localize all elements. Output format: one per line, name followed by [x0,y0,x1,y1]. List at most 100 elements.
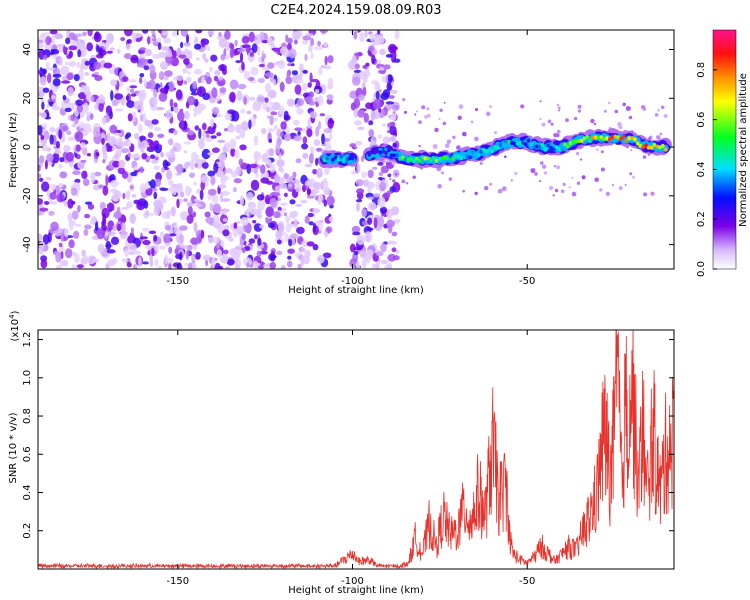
noise-speck [458,104,464,109]
ridge-mark [552,147,556,152]
noise-speck [267,222,276,229]
noise-speck [355,199,363,203]
noise-speck [351,55,357,65]
noise-speck [212,214,220,225]
noise-speck [38,233,43,242]
noise-speck [225,266,231,269]
noise-speck [38,164,41,172]
noise-speck [599,188,603,192]
noise-speck [218,64,227,72]
noise-speck [351,225,361,233]
noise-speck [539,117,542,121]
noise-speck [306,241,315,247]
noise-speck [59,157,65,163]
noise-speck [60,231,64,243]
noise-speck [608,101,611,104]
colorbar: 0.0 0.2 0.4 0.6 0.8 Normalized spectral ampl… [696,29,749,277]
noise-speck [659,132,663,136]
noise-speck [216,132,222,137]
noise-speck [643,192,648,197]
noise-speck [265,206,275,217]
noise-speck [270,111,278,116]
ridge-mark [417,159,422,163]
noise-speck [172,221,178,229]
ridge-mark [456,154,461,159]
colorbar-tick-label: 0.4 [696,161,707,177]
noise-speck [149,140,155,151]
ridge-mark [658,145,662,150]
noise-speck [229,79,239,90]
noise-speck [243,70,251,80]
ridge-mark [345,157,349,162]
noise-speck [80,257,88,265]
ridge-mark [504,139,509,144]
figure-title: C2E4.2024.159.08.09.R03 [270,3,441,18]
noise-speck [278,183,288,190]
colorbar-gradient [712,29,737,270]
noise-speck [46,73,52,84]
noise-speck [373,217,378,229]
noise-speck [361,208,368,218]
noise-speck [174,248,179,255]
noise-speck [44,201,50,205]
noise-speck [280,46,289,56]
noise-speck [600,150,604,154]
noise-speck [91,95,95,103]
noise-speck [131,111,137,120]
noise-speck [200,229,205,239]
noise-speck [195,200,200,204]
noise-speck [141,30,149,34]
noise-speck [414,113,417,116]
noise-speck [374,82,381,92]
noise-speck [261,66,270,71]
noise-speck [153,127,162,132]
noise-speck [163,37,172,44]
noise-speck [304,180,314,187]
noise-speck [133,32,142,39]
noise-speck [127,152,131,158]
ridge-mark [403,157,408,162]
noise-speck [220,53,226,61]
noise-speck [38,43,44,49]
noise-speck [289,100,296,105]
noise-speck [205,133,210,138]
noise-speck [175,89,183,100]
noise-speck [285,222,292,233]
noise-speck [55,141,61,149]
noise-speck [176,198,180,209]
noise-speck [272,192,281,197]
noise-speck [89,220,97,224]
noise-speck [148,79,156,90]
noise-speck [200,180,205,191]
noise-speck [216,249,223,258]
noise-speck [184,185,191,197]
noise-speck [387,74,393,84]
noise-speck [283,212,288,217]
noise-speck [235,60,241,64]
noise-speck [183,198,188,202]
noise-speck [121,217,125,223]
noise-speck [239,144,247,151]
noise-speck [161,30,169,36]
noise-speck [187,129,195,136]
noise-speck [222,229,230,237]
noise-speck [105,230,109,237]
noise-speck [168,246,173,254]
noise-speck [236,90,243,101]
noise-speck [159,231,165,238]
noise-speck [59,245,65,255]
noise-speck [501,186,507,192]
ridge-mark [515,141,520,146]
spectrogram-frame [37,29,675,270]
noise-speck [111,99,119,107]
noise-speck [58,128,63,140]
noise-speck [38,91,41,97]
noise-speck [130,185,134,190]
noise-speck [320,65,326,69]
noise-speck [121,258,128,263]
noise-speck [474,191,478,196]
noise-speck [557,106,561,110]
spectrogram-x-axis-label: Height of straight line (km) [288,285,424,296]
ridge-mark [529,142,534,147]
ridge-mark [431,155,436,160]
